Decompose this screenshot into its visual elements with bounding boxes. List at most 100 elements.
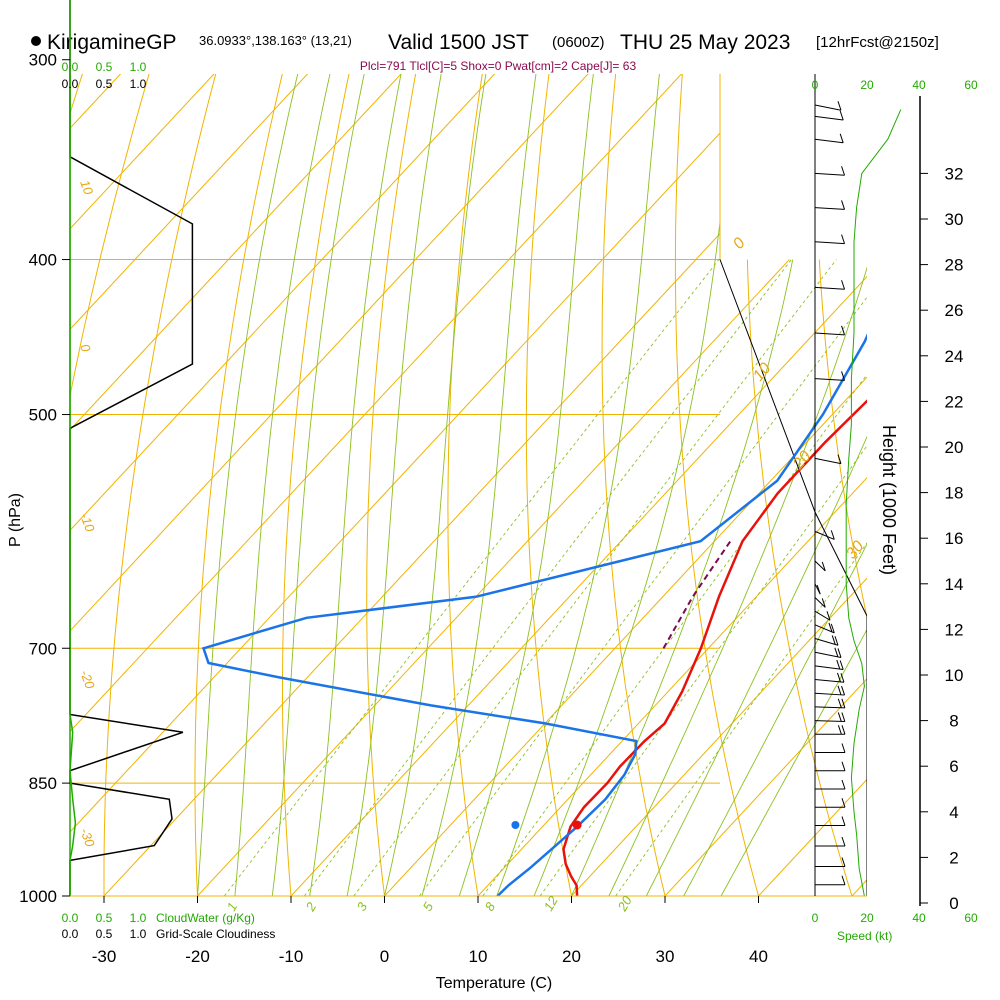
wind-barb-flag [837,454,842,464]
wind-barb-flag [841,743,846,753]
height-tick-label: 10 [945,666,964,685]
wind-barb-flag [841,712,846,722]
upper-right-mask [720,74,867,260]
profiles [201,333,867,896]
speed-tick-label: 20 [860,911,874,925]
stability-indices: Plcl=791 Tlcl[C]=5 Shox=0 Pwat[cm]=2 Cap… [360,59,637,73]
wind-barb-shaft [814,530,835,540]
isotherm-line [0,0,158,896]
isotherm-line [851,879,867,896]
wind-barb-shaft [814,172,845,176]
wind-barb-flag [834,647,839,657]
height-tick-label: 4 [949,803,958,822]
cloudwater-tick-label: 0.5 [96,60,113,74]
dry-adiabat-line [194,74,283,896]
mixing-ratio-line [615,542,867,896]
height-axis-label: Height (1000 Feet) [879,425,899,575]
station-name: KirigamineGP [47,31,177,54]
cloud-panel-label: -30 [77,826,98,850]
dry-adiabat-line [103,74,217,896]
wind-barb-flag [830,530,835,540]
wind-barb-flag [821,598,826,608]
wind-barb-flag [826,611,831,621]
wind-barb-flag [837,712,842,722]
wind-barb-flag [841,875,846,885]
mixing-ratio-line [303,259,792,896]
moist-adiabat-line [384,74,487,896]
cloudiness-tick-label: 0.0 [62,77,79,91]
wind-speed-line [845,109,902,897]
height-tick-label: 32 [945,164,964,183]
isotherm-line [571,577,867,896]
moist-adiabat-line [197,74,299,896]
wind-barb-flag [837,698,842,708]
wind-barb-flag [828,622,833,633]
wind-barb-shaft [814,665,844,670]
cloudiness-tick-label: 0.5 [96,77,113,91]
wind-barb-flag [841,280,846,290]
pressure-tick-label: 300 [29,51,57,70]
station-coords: 36.0933°,138.163° (13,21) [199,33,352,48]
wind-barb-shaft [814,651,842,658]
isotherm-line [664,678,867,896]
isotherm-label: 30 [843,538,868,563]
cloudiness-tick-label: 0.0 [62,927,79,941]
dewpoint-line [201,333,867,896]
height-tick-label: 2 [949,848,958,867]
wind-barb-shaft [814,115,844,121]
moist-adiabat-line [608,266,867,896]
mixing-ratio-line [223,259,720,896]
dry-adiabat-line [366,74,417,896]
mixing-ratio-label: 3 [354,899,371,913]
cloudiness-tick-label: 0.5 [96,927,113,941]
wind-barb-flag [841,685,846,696]
wind-barb-shaft [814,378,845,381]
wind-barb-flag [841,779,846,790]
speed-tick-label: 60 [964,911,978,925]
moist-adiabat-line [720,628,867,896]
wind-barb-flag [841,761,846,771]
wind-barb-flag [841,798,846,808]
moist-adiabat-line [234,74,331,896]
cloudiness-tick-label: 1.0 [130,927,147,941]
cloud-panel-label: 0 [77,342,94,355]
moist-adiabat-line [271,74,365,896]
moist-adiabat-line [346,74,442,896]
wind-barb-flag [837,685,842,696]
height-tick-label: 16 [945,529,964,548]
temperature-tick-label: -20 [185,947,210,966]
moist-adiabat-line [645,435,867,896]
dry-adiabat-line [0,0,78,896]
temperature-axis-label: Temperature (C) [436,975,552,992]
wind-barb-flag [836,659,841,670]
moist-adiabat-line [683,542,867,896]
wind-barb-shaft [814,286,845,290]
temperature-tick-label: -10 [279,947,304,966]
pressure-axis: 2503004005007008501000 [19,51,70,906]
temperature-tick-label: 0 [380,947,389,966]
moist-adiabat-line [458,74,594,896]
cloudwater-axis-label: CloudWater (g/Kg) [156,911,255,925]
speed-tick-label: 60 [964,78,978,92]
wind-barb-shaft [814,679,845,683]
cloud-panel-label: -20 [77,668,98,692]
wind-panel [814,101,902,897]
wind-barb-shaft [814,638,839,646]
cloud-panel [69,0,194,896]
cloudiness-axis-label: Grid-Scale Cloudiness [156,927,275,941]
wind-barb-shaft [814,720,845,723]
dry-adiabat-line [447,74,483,896]
wind-barb-flag [831,635,836,645]
wind-barb-shaft [814,104,842,111]
wind-barb-flag [839,110,844,121]
moist-adiabat-line [496,74,660,896]
wind-barb-flag [841,234,846,244]
pressure-tick-label: 850 [29,774,57,793]
wind-barb-shaft [814,138,844,144]
surface-temperature-marker [572,820,582,830]
valid-date: THU 25 May 2023 [620,31,790,54]
speed-tick-label: 40 [912,78,926,92]
temperature-tick-label: -30 [92,947,117,966]
